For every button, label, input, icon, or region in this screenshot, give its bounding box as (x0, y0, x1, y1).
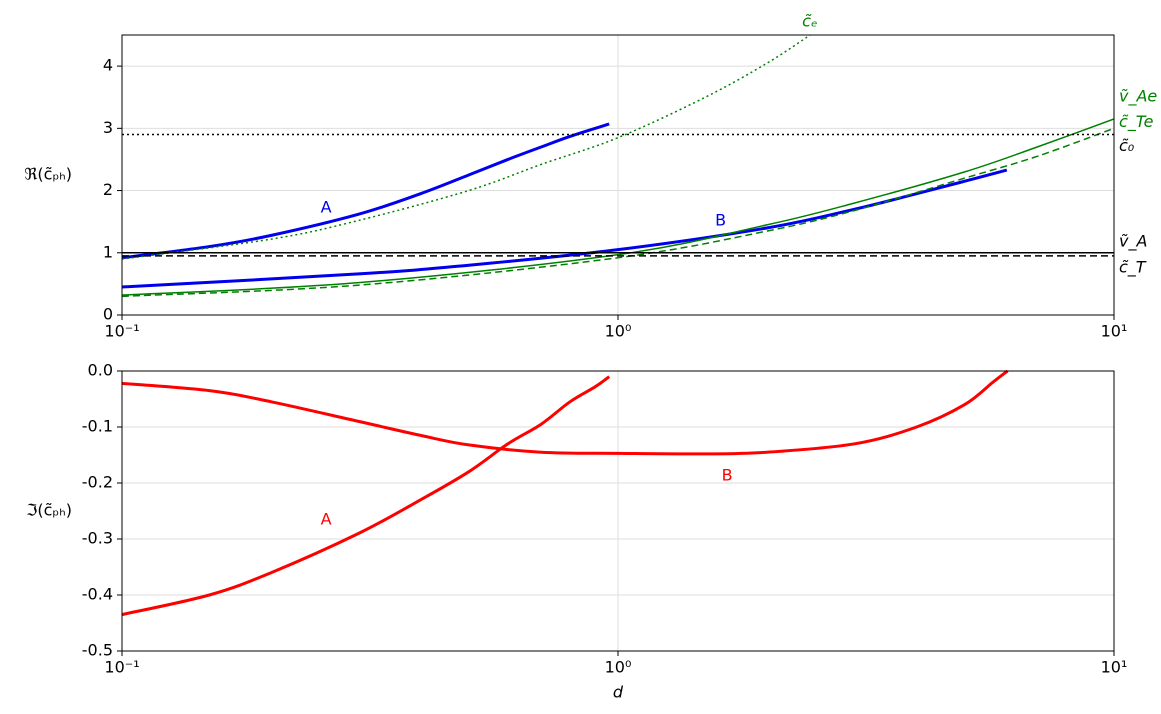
y-tick-label: -0.1 (82, 417, 113, 436)
y-tick-label: 0 (103, 305, 113, 324)
annotation: A (321, 197, 332, 216)
annotation: B (722, 466, 733, 485)
series-label: ṽ_Ae (1119, 87, 1157, 107)
x-tick-label: 10⁻¹ (104, 658, 139, 677)
x-tick-label: 10¹ (1101, 658, 1128, 677)
series-line (122, 118, 1114, 296)
series-line (122, 34, 811, 260)
y-tick-label: -0.5 (82, 641, 113, 660)
y-tick-label: -0.3 (82, 529, 113, 548)
y-tick-label: 3 (103, 118, 113, 137)
series-line (122, 168, 1008, 289)
series-line (122, 127, 1114, 298)
y-tick-label: 0.0 (88, 361, 113, 380)
y-axis-label: ℑ(c̃ₚₕ) (26, 501, 72, 520)
series-line (122, 375, 611, 617)
series-label: c̃_Te (1119, 112, 1154, 132)
y-tick-label: -0.2 (82, 473, 113, 492)
x-axis-label: d (613, 683, 624, 702)
plot-frame (121, 34, 1115, 316)
x-tick-label: 10⁻¹ (104, 322, 139, 341)
y-tick-label: -0.4 (82, 585, 113, 604)
annotation: B (715, 211, 726, 230)
y-tick-label: 1 (103, 242, 113, 261)
y-tick-label: 2 (103, 180, 113, 199)
series-label: ṽ_A (1119, 231, 1147, 251)
series-label: c̃₀ (1119, 136, 1135, 155)
series-line (122, 369, 1009, 456)
y-tick-label: 4 (103, 56, 113, 75)
annotation: A (321, 509, 332, 528)
x-tick-label: 10⁰ (605, 322, 632, 341)
series-label: c̃ₑ (802, 12, 817, 31)
plot-frame (121, 370, 1115, 652)
series-label: c̃_T (1119, 257, 1147, 277)
x-tick-label: 10⁰ (605, 658, 632, 677)
series-line (122, 122, 610, 260)
x-tick-label: 10¹ (1101, 322, 1128, 341)
y-axis-label: ℜ(c̃ₚₕ) (24, 165, 72, 184)
